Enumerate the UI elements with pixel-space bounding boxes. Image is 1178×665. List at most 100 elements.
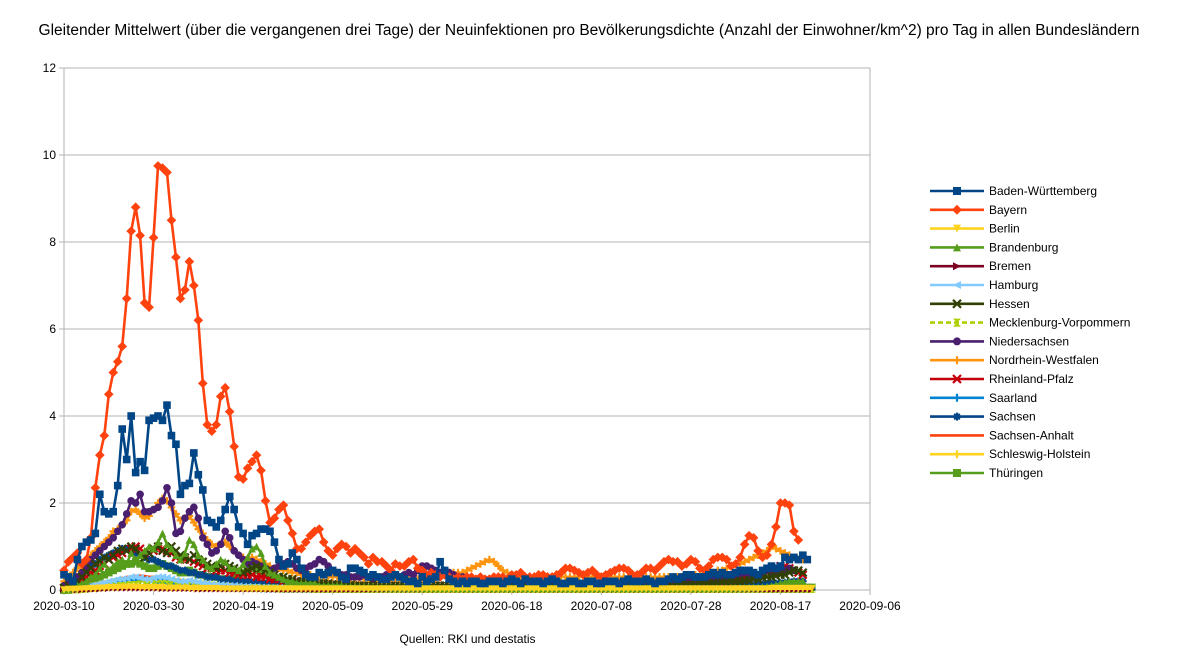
legend-marker xyxy=(953,187,961,195)
data-point xyxy=(256,563,266,573)
data-point xyxy=(790,553,798,562)
data-point xyxy=(499,579,507,588)
legend-label: Sachsen-Anhalt xyxy=(989,428,1074,442)
data-point xyxy=(117,341,128,352)
data-point xyxy=(127,549,135,557)
data-point xyxy=(412,563,423,574)
data-point xyxy=(172,576,180,585)
data-point xyxy=(176,555,185,564)
data-point xyxy=(301,537,311,547)
data-point xyxy=(360,568,368,577)
data-point xyxy=(762,550,772,560)
data-point xyxy=(242,463,253,473)
data-point xyxy=(704,561,714,571)
data-point xyxy=(104,577,113,586)
data-point xyxy=(278,500,289,510)
data-point xyxy=(126,541,136,552)
data-point xyxy=(216,555,225,564)
legend-label: Bremen xyxy=(989,259,1031,273)
data-point xyxy=(248,531,256,540)
data-point xyxy=(283,515,293,526)
data-point xyxy=(207,573,216,581)
data-point xyxy=(181,549,189,557)
data-point xyxy=(145,416,153,425)
data-point xyxy=(633,577,641,586)
data-point xyxy=(552,577,561,586)
data-point xyxy=(140,514,149,523)
data-point xyxy=(247,563,257,573)
data-point xyxy=(176,566,185,575)
data-point xyxy=(154,562,162,570)
data-point xyxy=(784,500,795,510)
data-point xyxy=(749,553,758,562)
data-point xyxy=(203,516,212,525)
data-point xyxy=(136,457,144,466)
data-point xyxy=(230,505,238,514)
data-point xyxy=(672,556,683,567)
data-point xyxy=(261,525,270,533)
data-point xyxy=(181,481,189,490)
data-point xyxy=(131,505,140,514)
data-point xyxy=(333,568,341,577)
data-point xyxy=(136,551,144,559)
data-point xyxy=(570,577,579,586)
data-point xyxy=(113,564,122,573)
data-point xyxy=(261,562,270,570)
data-point xyxy=(784,568,794,578)
data-point xyxy=(225,575,234,583)
x-tick-label: 2020-07-28 xyxy=(660,599,722,613)
data-point xyxy=(167,580,176,589)
data-point xyxy=(561,579,570,588)
data-point xyxy=(274,504,284,515)
data-point xyxy=(127,412,135,420)
data-point xyxy=(190,503,198,512)
data-point xyxy=(206,426,217,437)
data-point xyxy=(238,568,248,578)
y-tick-label: 2 xyxy=(49,496,56,510)
data-point xyxy=(185,479,194,488)
legend-label: Brandenburg xyxy=(989,240,1058,254)
data-point xyxy=(284,566,292,575)
data-point xyxy=(145,555,153,564)
data-point xyxy=(239,560,247,568)
data-point xyxy=(745,566,753,575)
data-point xyxy=(678,573,686,581)
legend-item: Schleswig-Holstein xyxy=(930,447,1090,461)
data-point xyxy=(766,539,777,550)
data-point xyxy=(445,575,453,583)
data-point xyxy=(256,465,266,476)
data-point xyxy=(122,560,131,568)
data-point xyxy=(318,537,329,547)
data-point xyxy=(404,577,413,586)
data-point xyxy=(261,579,270,588)
data-point xyxy=(682,570,691,579)
data-point xyxy=(122,510,131,518)
data-point xyxy=(409,577,418,586)
data-point xyxy=(212,547,221,555)
data-point xyxy=(772,544,780,553)
legend-item: Hamburg xyxy=(930,278,1038,292)
data-point xyxy=(530,577,538,586)
data-point xyxy=(154,412,162,420)
data-point xyxy=(230,564,238,573)
data-point xyxy=(793,535,804,545)
data-point xyxy=(373,573,382,581)
data-point xyxy=(664,575,673,583)
data-point xyxy=(78,542,86,551)
data-point xyxy=(691,573,700,581)
source-note: Quellen: RKI und destatis xyxy=(399,632,536,646)
legend-marker xyxy=(953,262,961,271)
data-point xyxy=(96,564,104,573)
data-point xyxy=(543,577,552,586)
data-point xyxy=(131,573,140,581)
data-point xyxy=(166,215,177,226)
data-point xyxy=(225,534,234,542)
x-tick-label: 2020-05-29 xyxy=(392,599,454,613)
data-point xyxy=(597,579,606,588)
data-point xyxy=(315,568,324,577)
data-point xyxy=(565,563,575,574)
data-point xyxy=(266,573,274,581)
data-point xyxy=(730,559,741,569)
data-point xyxy=(767,562,776,570)
data-point xyxy=(266,579,274,588)
